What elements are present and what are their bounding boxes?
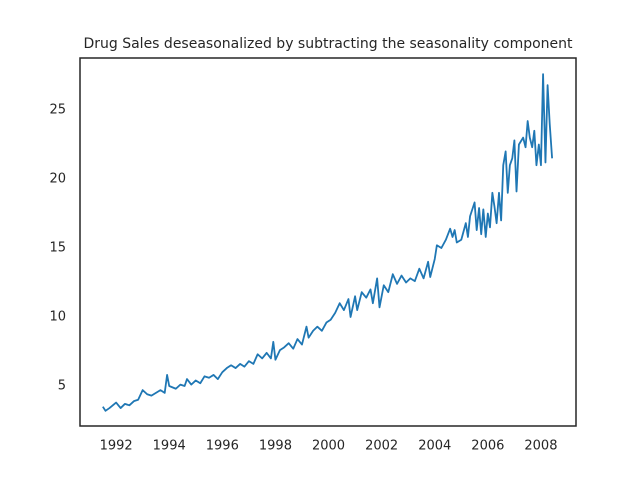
x-tick-label: 1992 [100,439,133,454]
x-tick-label: 1998 [259,439,292,454]
x-tick-label: 2002 [365,439,398,454]
plot-frame [79,57,577,427]
x-tick-label: 2004 [418,439,451,454]
y-tick-label: 25 [49,103,66,118]
y-tick-label: 5 [58,378,66,393]
chart-title: Drug Sales deseasonalized by subtracting… [83,36,573,52]
x-tick-label: 2006 [471,439,504,454]
x-tick-label: 2000 [312,439,345,454]
y-tick-label: 20 [49,172,66,187]
y-tick-label: 15 [49,241,66,256]
x-tick-label: 1996 [206,439,239,454]
line [102,73,553,412]
y-tick-label: 10 [49,309,66,324]
x-tick-label: 1994 [153,439,186,454]
x-tick-label: 2008 [524,439,557,454]
